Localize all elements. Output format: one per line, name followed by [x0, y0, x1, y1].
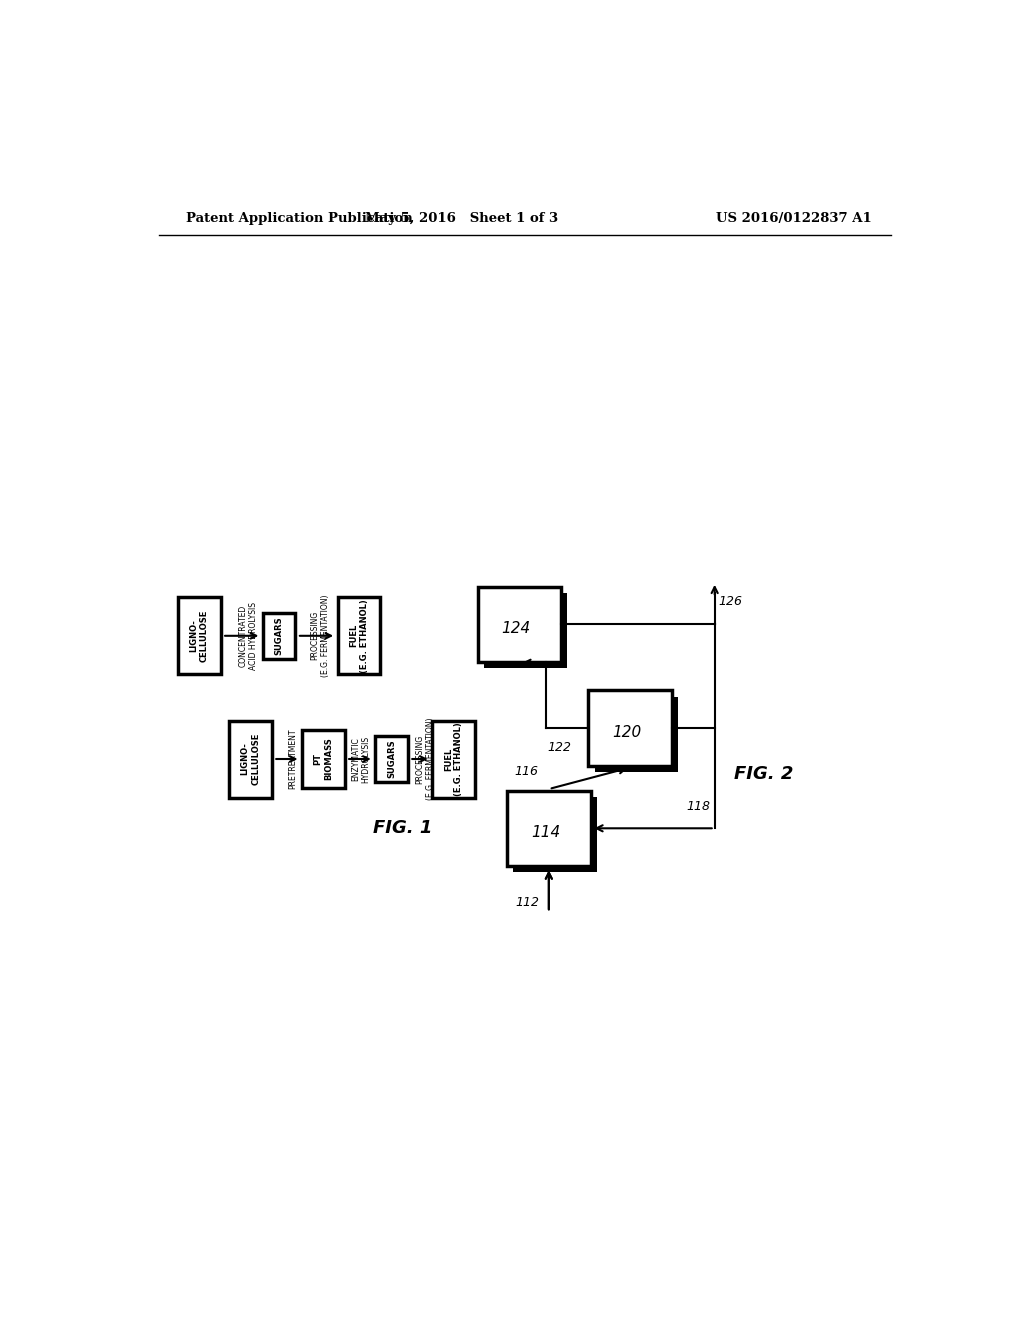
Text: 126: 126	[719, 594, 742, 607]
Text: 124: 124	[502, 622, 530, 636]
Bar	[338, 597, 380, 675]
Bar	[375, 737, 408, 781]
Bar	[229, 721, 271, 797]
Text: LIGNO-
CELLULOSE: LIGNO- CELLULOSE	[241, 733, 260, 785]
Bar	[507, 791, 591, 866]
Text: PRETREATMENT: PRETREATMENT	[289, 729, 298, 789]
Text: May 5, 2016   Sheet 1 of 3: May 5, 2016 Sheet 1 of 3	[365, 213, 558, 224]
Text: 114: 114	[531, 825, 560, 841]
Text: PROCESSING
(E.G. FERMENTATION): PROCESSING (E.G. FERMENTATION)	[415, 718, 434, 800]
Bar	[302, 730, 345, 788]
Text: US 2016/0122837 A1: US 2016/0122837 A1	[716, 213, 872, 224]
Text: FUEL
(E.G. ETHANOL): FUEL (E.G. ETHANOL)	[349, 599, 369, 673]
Text: LIGNO-
CELLULOSE: LIGNO- CELLULOSE	[189, 610, 209, 663]
Bar	[513, 797, 597, 873]
Text: PROCESSING
(E.G. FERMENTATION): PROCESSING (E.G. FERMENTATION)	[310, 594, 330, 677]
Bar	[263, 612, 295, 659]
Text: CONCENTRATED
ACID HYDROLYSIS: CONCENTRATED ACID HYDROLYSIS	[239, 602, 258, 669]
Bar	[483, 593, 567, 668]
Text: FIG. 1: FIG. 1	[374, 820, 433, 837]
Text: ENZYMATIC
HYDROLYSIS: ENZYMATIC HYDROLYSIS	[351, 735, 371, 783]
Text: FIG. 2: FIG. 2	[734, 766, 794, 783]
Bar	[178, 597, 220, 675]
Text: Patent Application Publication: Patent Application Publication	[186, 213, 413, 224]
Bar	[477, 586, 561, 663]
Text: SUGARS: SUGARS	[387, 739, 396, 779]
Bar	[589, 690, 672, 766]
Bar	[432, 721, 475, 797]
Bar	[595, 697, 678, 772]
Text: FUEL
(E.G. ETHANOL): FUEL (E.G. ETHANOL)	[443, 722, 463, 796]
Text: SUGARS: SUGARS	[274, 616, 284, 655]
Text: 120: 120	[612, 725, 642, 741]
Text: PT
BIOMASS: PT BIOMASS	[313, 738, 333, 780]
Text: 122: 122	[547, 741, 571, 754]
Text: 116: 116	[514, 764, 538, 777]
Text: 118: 118	[687, 800, 711, 813]
Text: 112: 112	[515, 896, 540, 909]
